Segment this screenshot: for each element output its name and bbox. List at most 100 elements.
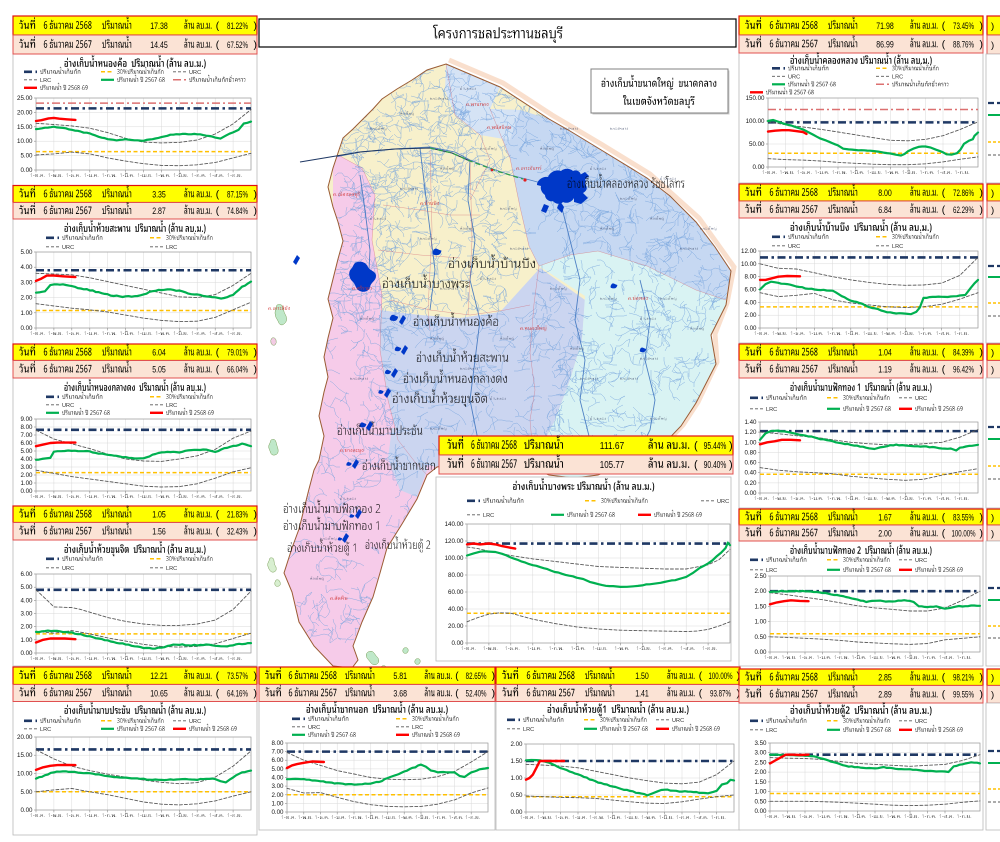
svg-text:2.00: 2.00 bbox=[510, 741, 523, 748]
svg-text:40.00: 40.00 bbox=[448, 606, 464, 613]
svg-text:): ) bbox=[737, 688, 740, 699]
svg-text:1.00: 1.00 bbox=[20, 480, 33, 487]
svg-text:1.41: 1.41 bbox=[635, 688, 649, 698]
svg-text:87.15%: 87.15% bbox=[227, 189, 248, 199]
svg-text:5.00: 5.00 bbox=[20, 249, 33, 256]
svg-text:20.00: 20.00 bbox=[17, 109, 33, 116]
svg-text:100.00: 100.00 bbox=[746, 118, 765, 125]
svg-text:(: ( bbox=[699, 688, 703, 699]
svg-text:(: ( bbox=[942, 673, 946, 684]
svg-text:0.00: 0.00 bbox=[20, 807, 33, 814]
svg-text:): ) bbox=[980, 690, 983, 701]
svg-text:4.00: 4.00 bbox=[271, 775, 284, 782]
svg-text:0.00: 0.00 bbox=[754, 649, 767, 656]
svg-text:URC: URC bbox=[62, 566, 74, 572]
svg-text:3.68: 3.68 bbox=[393, 688, 407, 698]
svg-text:6.00: 6.00 bbox=[271, 757, 284, 764]
svg-text:0.00: 0.00 bbox=[451, 640, 464, 647]
svg-text:74.84%: 74.84% bbox=[227, 206, 248, 216]
svg-text:): ) bbox=[980, 21, 983, 32]
svg-text:1.50: 1.50 bbox=[754, 779, 767, 786]
svg-text:2.50: 2.50 bbox=[754, 759, 767, 766]
svg-text:URC: URC bbox=[62, 245, 74, 251]
svg-text:1.50: 1.50 bbox=[754, 603, 767, 610]
svg-text:79.01%: 79.01% bbox=[227, 348, 248, 358]
svg-text:URC: URC bbox=[308, 725, 320, 731]
svg-text:2.50: 2.50 bbox=[754, 573, 767, 580]
svg-text:120.00: 120.00 bbox=[445, 538, 464, 545]
svg-text:0.00: 0.00 bbox=[752, 164, 765, 171]
svg-text:0.00: 0.00 bbox=[20, 650, 33, 657]
svg-text:(: ( bbox=[694, 440, 698, 452]
svg-text:): ) bbox=[492, 688, 495, 699]
svg-text:): ) bbox=[980, 348, 983, 359]
svg-text:17.38: 17.38 bbox=[150, 21, 167, 31]
svg-text:LRC: LRC bbox=[412, 725, 423, 731]
svg-text:3.35: 3.35 bbox=[152, 189, 166, 199]
svg-text:0.50: 0.50 bbox=[754, 634, 767, 641]
svg-text:0.50: 0.50 bbox=[510, 792, 523, 799]
svg-text:8.00: 8.00 bbox=[271, 740, 284, 747]
svg-text:): ) bbox=[991, 512, 994, 523]
svg-text:): ) bbox=[980, 39, 983, 50]
svg-text:8.00: 8.00 bbox=[20, 424, 33, 431]
svg-text:): ) bbox=[980, 512, 983, 523]
svg-text:LRC: LRC bbox=[523, 727, 534, 733]
svg-text:2.00: 2.00 bbox=[20, 624, 33, 631]
svg-text:): ) bbox=[991, 690, 994, 701]
svg-text:84.39%: 84.39% bbox=[953, 348, 974, 358]
svg-text:0.00: 0.00 bbox=[20, 325, 33, 332]
svg-text:100.00: 100.00 bbox=[445, 555, 464, 562]
svg-text:100.00%: 100.00% bbox=[709, 671, 733, 681]
svg-text:96.42%: 96.42% bbox=[953, 365, 974, 375]
svg-text:): ) bbox=[254, 189, 257, 200]
svg-text:2.85: 2.85 bbox=[878, 673, 892, 683]
svg-text:5.81: 5.81 bbox=[393, 671, 407, 681]
svg-text:0.00: 0.00 bbox=[271, 809, 284, 816]
svg-text:60.00: 60.00 bbox=[448, 589, 464, 596]
svg-text:2.00: 2.00 bbox=[754, 769, 767, 776]
svg-text:1.56: 1.56 bbox=[152, 527, 166, 537]
svg-text:82.65%: 82.65% bbox=[466, 671, 487, 681]
svg-text:1.04: 1.04 bbox=[878, 348, 892, 358]
svg-text:(: ( bbox=[455, 671, 459, 682]
svg-text:50.00: 50.00 bbox=[749, 141, 765, 148]
svg-text:(: ( bbox=[699, 671, 703, 682]
svg-text:): ) bbox=[254, 527, 257, 538]
svg-text:3.00: 3.00 bbox=[754, 750, 767, 757]
svg-text:6.00: 6.00 bbox=[20, 571, 33, 578]
svg-text:): ) bbox=[254, 365, 257, 376]
svg-text:6.04: 6.04 bbox=[152, 348, 166, 358]
svg-text:(: ( bbox=[216, 527, 220, 538]
svg-text:32.43%: 32.43% bbox=[227, 527, 248, 537]
svg-text:88.76%: 88.76% bbox=[953, 39, 974, 49]
svg-text:1.20: 1.20 bbox=[744, 429, 757, 436]
svg-text:URC: URC bbox=[915, 558, 927, 564]
svg-text:): ) bbox=[254, 510, 257, 521]
svg-text:(: ( bbox=[694, 459, 698, 471]
svg-text:2.00: 2.00 bbox=[878, 528, 892, 538]
svg-text:LRC: LRC bbox=[766, 407, 777, 413]
svg-text:(: ( bbox=[216, 348, 220, 359]
svg-text:80.00: 80.00 bbox=[448, 572, 464, 579]
svg-text:150.00: 150.00 bbox=[746, 95, 765, 102]
svg-text:URC: URC bbox=[672, 718, 684, 724]
svg-text:4.00: 4.00 bbox=[744, 299, 757, 306]
svg-text:1.50: 1.50 bbox=[510, 758, 523, 765]
svg-text:21.83%: 21.83% bbox=[227, 510, 248, 520]
svg-text:6.00: 6.00 bbox=[744, 287, 757, 294]
svg-text:62.29%: 62.29% bbox=[953, 205, 974, 215]
svg-text:2.00: 2.00 bbox=[20, 472, 33, 479]
svg-text:5.00: 5.00 bbox=[20, 153, 33, 160]
svg-text:LRC: LRC bbox=[166, 566, 177, 572]
svg-text:LRC: LRC bbox=[40, 727, 51, 733]
svg-text:): ) bbox=[980, 365, 983, 376]
svg-text:71.98: 71.98 bbox=[876, 21, 893, 31]
svg-text:6.84: 6.84 bbox=[878, 205, 892, 215]
svg-text:3.00: 3.00 bbox=[20, 611, 33, 618]
svg-text:URC: URC bbox=[915, 719, 927, 725]
svg-text:98.21%: 98.21% bbox=[953, 673, 974, 683]
svg-text:4.00: 4.00 bbox=[20, 597, 33, 604]
svg-text:): ) bbox=[980, 205, 983, 216]
svg-text:5.00: 5.00 bbox=[20, 584, 33, 591]
